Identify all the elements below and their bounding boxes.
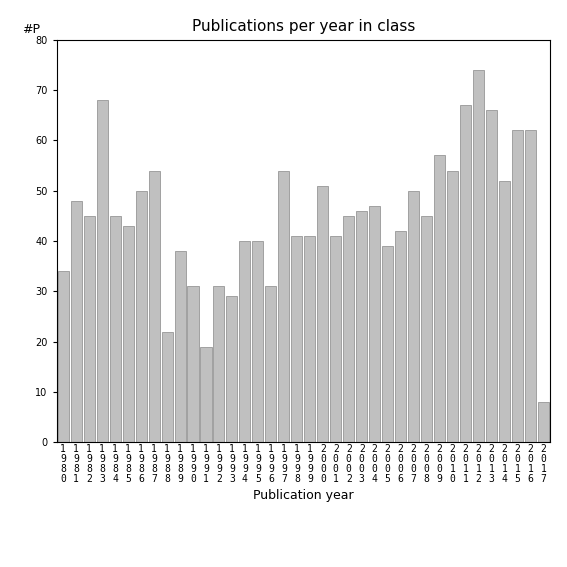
Bar [226,297,238,442]
Bar [434,155,445,442]
Bar [109,216,121,442]
Bar [318,185,328,442]
Bar [395,231,406,442]
Bar [175,251,185,442]
Bar [122,226,134,442]
Title: Publications per year in class: Publications per year in class [192,19,415,35]
Bar [447,171,458,442]
Text: #P: #P [22,23,40,36]
Bar [188,286,198,442]
Bar [356,211,367,442]
Bar [149,171,159,442]
Bar [473,70,484,442]
Bar [265,286,276,442]
Bar [525,130,536,442]
Bar [84,216,95,442]
Bar [71,201,82,442]
Bar [382,246,393,442]
Bar [408,191,419,442]
Bar [499,180,510,442]
Bar [213,286,225,442]
Bar [201,346,211,442]
Bar [304,236,315,442]
Bar [486,110,497,442]
Bar [58,271,69,442]
Bar [252,241,264,442]
Bar [136,191,147,442]
Bar [421,216,432,442]
Bar [278,171,289,442]
Bar [538,402,549,442]
Bar [239,241,251,442]
Bar [96,100,108,442]
Bar [162,332,172,442]
Bar [291,236,302,442]
Bar [331,236,341,442]
Bar [512,130,523,442]
Bar [369,206,380,442]
X-axis label: Publication year: Publication year [253,489,354,502]
Bar [460,105,471,442]
Bar [343,216,354,442]
